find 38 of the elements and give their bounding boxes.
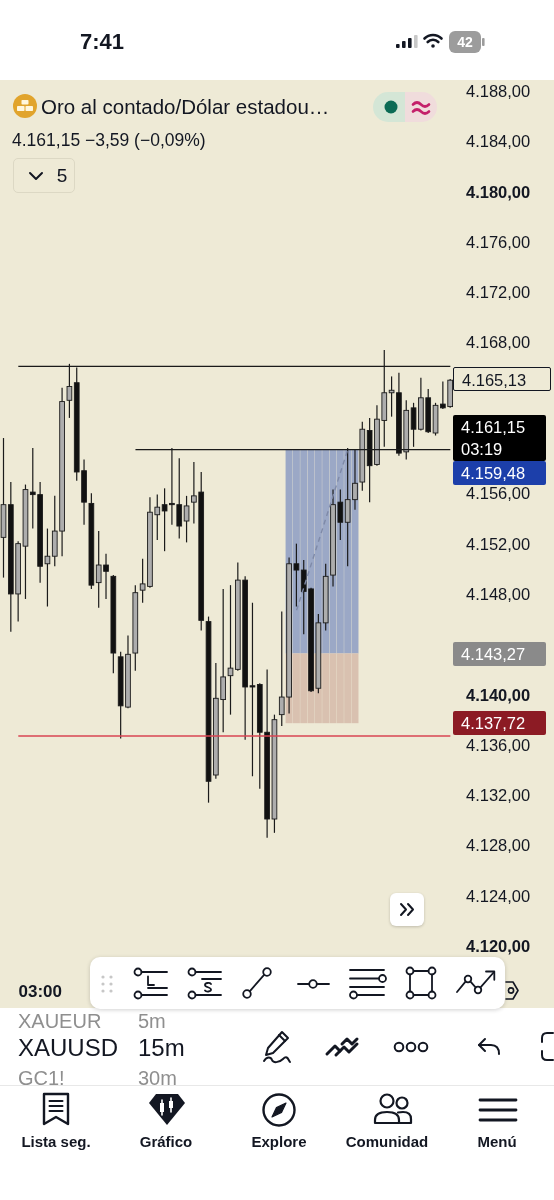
y-tick-label: 4.176,00 [466,232,531,251]
y-tick-label: 4.148,00 [466,584,531,603]
text: 4.137,72 [461,713,527,734]
x-tick-label: 03:00 [18,981,63,1001]
text: 4.159,48 [461,463,527,484]
y-tick-label: 4.180,00 [466,182,531,201]
text: 42 [457,33,473,51]
text: XAUUSD [18,1034,119,1062]
text: 7:41 [79,29,125,55]
y-tick-label: 4.128,00 [466,836,531,855]
text: 30m [138,1066,177,1090]
text: 4.165,13 [462,370,528,391]
y-tick-label: 4.140,00 [466,685,531,704]
text: 4.161,15 −3,59 (−0,09%) [12,129,206,151]
text: XAUEUR [18,1009,102,1033]
text: Lista seg. [21,1133,91,1151]
text: 4.161,15 03:19 [461,417,527,460]
y-tick-label: 4.136,00 [466,735,531,754]
candlestick [183,495,190,543]
text: Comunidad [345,1133,429,1151]
text: Gráfico [139,1133,193,1151]
chart-title: Oro al contado/Dólar estadou… [41,95,330,119]
annotation: 5 [56,165,68,187]
y-tick-label: 4.156,00 [466,484,531,503]
text: Menú [477,1133,517,1151]
text: 5m [138,1009,166,1033]
y-tick-label: 4.132,00 [466,786,531,805]
y-tick-label: 4.188,00 [466,82,531,100]
y-tick-label: 4.168,00 [466,333,531,352]
y-tick-label: 4.124,00 [466,886,531,905]
y-tick-label: 4.184,00 [466,132,531,151]
text: Explore [251,1133,307,1151]
text: GC1! [18,1066,65,1090]
y-tick-label: 4.120,00 [466,937,531,955]
text: 15m [138,1034,185,1062]
y-tick-label: 4.172,00 [466,283,531,302]
y-tick-label: 4.152,00 [466,534,531,553]
text: 4.143,27 [461,644,527,665]
